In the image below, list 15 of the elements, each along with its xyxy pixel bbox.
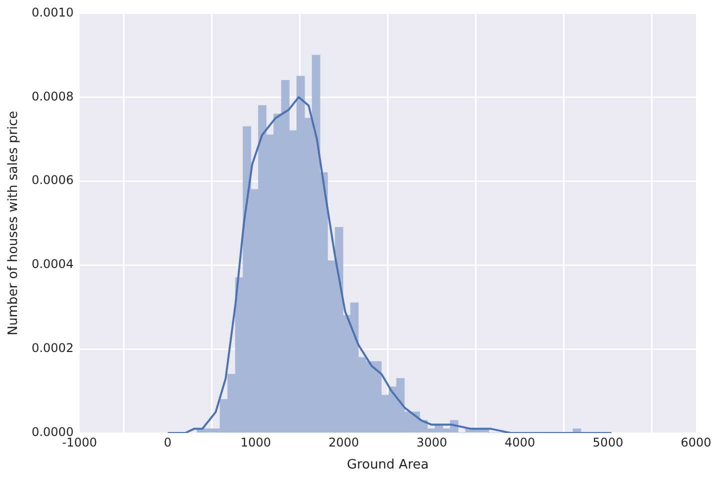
y-tick-label: 0.0010 [32,5,74,20]
x-tick-label: 2000 [328,435,360,450]
y-tick-label: 0.0002 [32,341,74,356]
y-tick-label: 0.0008 [32,89,74,104]
x-tick-label: 6000 [680,435,712,450]
y-tick-label: 0.0006 [32,173,74,188]
x-tick-label: 1000 [240,435,271,450]
x-tick-label: 0 [164,435,172,450]
y-axis-title: Number of houses with sales price [6,110,22,336]
x-tick-label: 4000 [504,435,536,450]
x-tick-label: 5000 [592,435,624,450]
x-tick-label: -1000 [62,435,98,450]
x-axis-title: Ground Area [346,458,429,473]
x-tick-label: 3000 [416,435,448,450]
y-tick-label: 0.0004 [32,257,74,272]
